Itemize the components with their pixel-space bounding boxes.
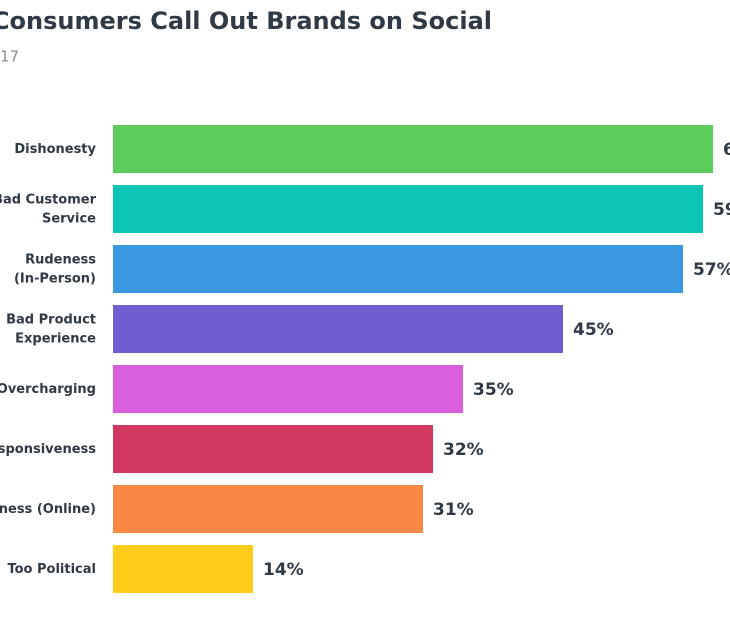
- category-label-line: Too Political: [7, 562, 96, 577]
- bar: [113, 485, 423, 533]
- category-label: Non-Responsiveness: [0, 442, 96, 457]
- category-label: Bad Customer Service: [0, 192, 97, 226]
- value-label: 60%: [723, 140, 730, 160]
- category-label-line: (In-Person): [14, 271, 96, 286]
- value-label: 45%: [573, 320, 614, 340]
- category-label: Dishonesty: [14, 142, 96, 157]
- category-label-line: Bad Product: [6, 312, 96, 327]
- value-label: 14%: [263, 560, 304, 580]
- category-label-line: Bad Customer: [0, 192, 97, 207]
- category-label: Rudeness (In-Person): [14, 252, 96, 286]
- category-label-line: Service: [42, 211, 96, 226]
- bar: [113, 185, 703, 233]
- value-label: 59%: [713, 200, 730, 220]
- bar: [113, 305, 563, 353]
- chart-title: Why Consumers Call Out Brands on Social: [0, 7, 492, 35]
- category-label: Bad Product Experience: [6, 312, 96, 346]
- category-label-line: Experience: [15, 331, 96, 346]
- category-label-line: Rudeness (Online): [0, 502, 96, 517]
- category-label: Rudeness (Online): [0, 502, 96, 517]
- chart-subtitle: 17: [0, 48, 19, 66]
- category-label-line: Overcharging: [0, 382, 96, 397]
- value-label: 57%: [693, 260, 730, 280]
- bar: [113, 425, 433, 473]
- value-label: 31%: [433, 500, 474, 520]
- bar: [113, 365, 463, 413]
- category-label: Too Political: [7, 562, 96, 577]
- value-label: 35%: [473, 380, 514, 400]
- category-label-line: Dishonesty: [14, 142, 96, 157]
- value-label: 32%: [443, 440, 484, 460]
- category-label-line: Non-Responsiveness: [0, 442, 96, 457]
- category-label: Overcharging: [0, 382, 96, 397]
- bar: [113, 245, 683, 293]
- bar: [113, 125, 713, 173]
- bar: [113, 545, 253, 593]
- category-label-line: Rudeness: [25, 252, 96, 267]
